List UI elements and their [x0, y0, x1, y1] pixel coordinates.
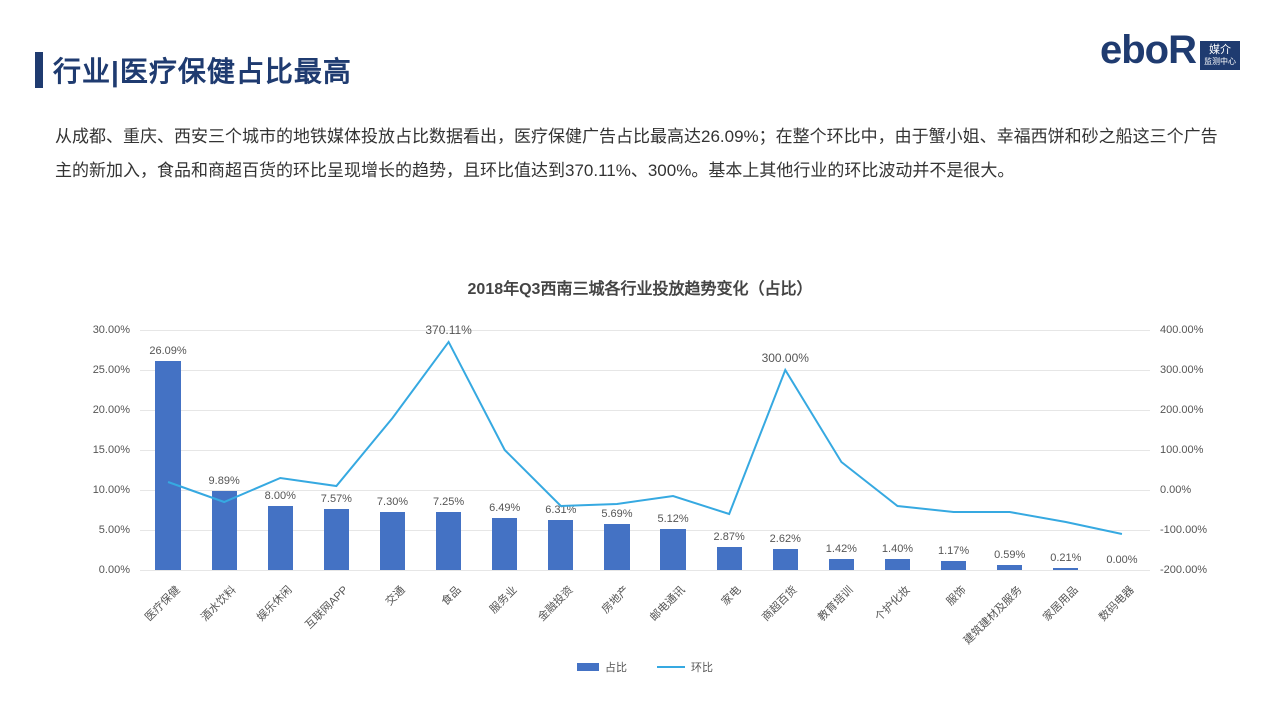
category-label: 建筑建材及服务	[959, 582, 1025, 648]
body-paragraph: 从成都、重庆、西安三个城市的地铁媒体投放占比数据看出，医疗保健广告占比最高达26…	[55, 120, 1225, 188]
right-axis-tick: 0.00%	[1160, 484, 1215, 496]
line-series: 370.11%300.00%	[140, 330, 1150, 570]
left-axis-tick: 15.00%	[75, 444, 130, 456]
category-label: 家居用品	[1039, 582, 1081, 624]
category-label: 酒水饮料	[197, 582, 239, 624]
category-label: 家电	[718, 582, 745, 609]
category-label: 房地产	[598, 582, 633, 617]
left-axis-tick: 10.00%	[75, 484, 130, 496]
category-label: 食品	[437, 582, 464, 609]
category-label: 服务业	[485, 582, 520, 617]
right-axis-tick: 400.00%	[1160, 324, 1215, 336]
legend-bar-label: 占比	[605, 659, 627, 675]
line-peak-label: 300.00%	[762, 351, 810, 365]
category-label: 数码电器	[1095, 582, 1137, 624]
left-axis-tick: 20.00%	[75, 404, 130, 416]
chart: 26.09%医疗保健9.89%酒水饮料8.00%娱乐休闲7.57%互联网APP7…	[70, 320, 1220, 650]
category-label: 教育培训	[814, 582, 856, 624]
left-axis-tick: 25.00%	[75, 364, 130, 376]
category-label: 医疗保健	[141, 582, 183, 624]
legend: 占比 环比	[70, 659, 1220, 675]
plot-area: 26.09%医疗保健9.89%酒水饮料8.00%娱乐休闲7.57%互联网APP7…	[140, 330, 1150, 570]
category-label: 商超百货	[758, 582, 800, 624]
right-axis-tick: 300.00%	[1160, 364, 1215, 376]
legend-line-label: 环比	[691, 659, 713, 675]
line-peak-label: 370.11%	[425, 323, 472, 337]
chart-title: 2018年Q3西南三城各行业投放趋势变化（占比）	[0, 275, 1280, 299]
logo: eboR 媒介 监测中心	[1100, 30, 1240, 70]
legend-line-swatch	[657, 666, 685, 668]
right-axis-tick: 100.00%	[1160, 444, 1215, 456]
category-label: 个护化妆	[870, 582, 912, 624]
category-label: 金融投资	[534, 582, 576, 624]
right-axis-tick: -200.00%	[1160, 564, 1215, 576]
logo-badge-top: 媒介	[1209, 44, 1231, 57]
left-axis-tick: 0.00%	[75, 564, 130, 576]
page-title-bar: 行业|医疗保健占比最高	[35, 50, 352, 90]
right-axis-tick: -100.00%	[1160, 524, 1215, 536]
logo-badge-bottom: 监测中心	[1204, 57, 1236, 67]
logo-text: eboR	[1100, 30, 1196, 70]
category-label: 娱乐休闲	[253, 582, 295, 624]
category-label: 互联网APP	[301, 582, 351, 632]
left-axis-tick: 30.00%	[75, 324, 130, 336]
title-accent	[35, 52, 43, 88]
page-title: 行业|医疗保健占比最高	[53, 50, 352, 90]
category-label: 交通	[381, 582, 408, 609]
legend-bar-swatch	[577, 663, 599, 671]
logo-badge: 媒介 监测中心	[1200, 41, 1240, 70]
gridline	[140, 570, 1150, 571]
category-label: 邮电通讯	[646, 582, 688, 624]
legend-bar-item: 占比	[577, 659, 627, 675]
legend-line-item: 环比	[657, 659, 713, 675]
left-axis-tick: 5.00%	[75, 524, 130, 536]
right-axis-tick: 200.00%	[1160, 404, 1215, 416]
category-label: 服饰	[942, 582, 969, 609]
